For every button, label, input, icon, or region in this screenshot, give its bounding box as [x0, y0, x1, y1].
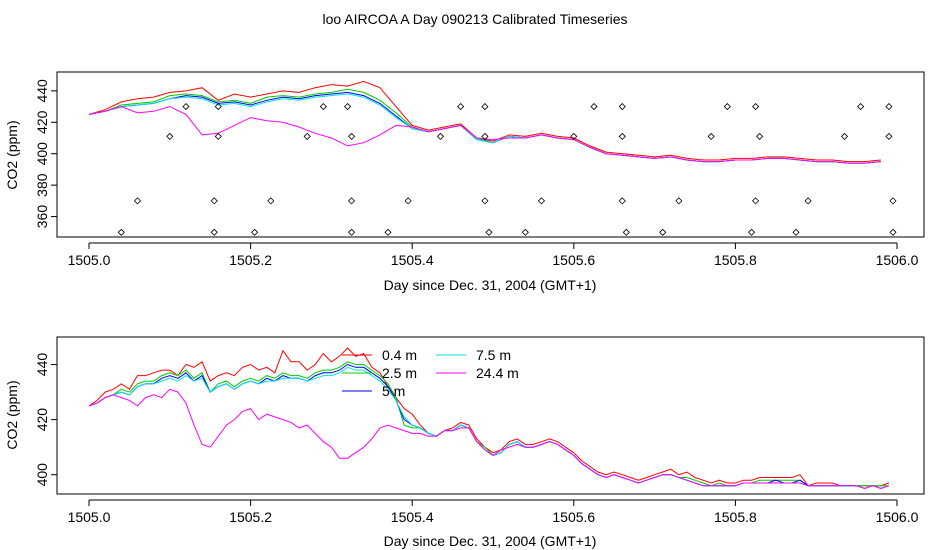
- bot-series-line-4: [88, 366, 890, 490]
- top-flag-point: [210, 228, 218, 236]
- top-flag-point: [792, 228, 800, 236]
- top-flag-point: [182, 103, 190, 111]
- top-x-tick-label: 1505.8: [714, 252, 757, 268]
- top-y-axis-label: CO2 (ppm): [4, 120, 20, 189]
- top-flag-point: [885, 103, 893, 111]
- top-panel: 1505.0 1505.2 1505.4 1505.6 1505.8 1506.0 360 3…: [4, 71, 925, 293]
- top-flag-point: [723, 103, 731, 111]
- bot-x-tick-label: 1505.2: [229, 509, 272, 525]
- top-y-tick-label: 360: [34, 205, 50, 229]
- top-flag-point: [214, 103, 222, 111]
- top-flag-point: [570, 132, 578, 140]
- top-series-lines: [88, 80, 881, 164]
- top-flag-point: [251, 228, 259, 236]
- top-flag-point: [485, 228, 493, 236]
- top-x-tick-label: 1505.4: [391, 252, 434, 268]
- bot-y-tick-label: 400: [34, 463, 50, 487]
- top-flag-point: [707, 132, 715, 140]
- bottom-axes: 1505.0 1505.2 1505.4 1505.6 1505.8 1506.0 400 4…: [34, 353, 919, 525]
- top-flag-point: [210, 197, 218, 205]
- bot-series-line-5: [88, 388, 890, 490]
- bottom-series-lines: [88, 347, 890, 490]
- top-flag-point: [319, 103, 327, 111]
- top-y-tick-label: 400: [34, 142, 50, 166]
- bot-series-line-3: [88, 363, 890, 490]
- top-flag-point: [889, 197, 897, 205]
- top-series-line-3: [88, 91, 881, 164]
- top-flag-point: [756, 132, 764, 140]
- top-flag-point: [117, 228, 125, 236]
- top-series-line-4: [88, 93, 881, 164]
- top-flag-point: [752, 103, 760, 111]
- top-flag-point: [622, 228, 630, 236]
- top-flag-point: [675, 197, 683, 205]
- top-flag-point: [659, 228, 667, 236]
- bot-x-tick-label: 1505.8: [714, 509, 757, 525]
- top-y-tick-label: 380: [34, 173, 50, 197]
- top-series-line-5: [88, 106, 881, 164]
- top-x-tick-label: 1505.0: [68, 252, 111, 268]
- top-flag-point: [618, 132, 626, 140]
- top-y-tick-label: 420: [34, 110, 50, 134]
- top-flag-point: [618, 103, 626, 111]
- top-flag-point: [404, 197, 412, 205]
- top-x-tick-label: 1505.2: [229, 252, 272, 268]
- top-flag-point: [804, 197, 812, 205]
- top-flag-point: [840, 132, 849, 140]
- bot-x-tick-label: 1505.0: [68, 509, 111, 525]
- top-series-line-1: [88, 80, 881, 163]
- legend-label: 7.5 m: [476, 347, 511, 363]
- top-flag-point: [481, 132, 489, 140]
- top-flag-point: [885, 132, 893, 140]
- bottom-panel: 1505.0 1505.2 1505.4 1505.6 1505.8 1506.0 400 4…: [4, 336, 925, 549]
- figure-title: loo AIRCOA A Day 090213 Calibrated Times…: [322, 11, 628, 27]
- top-flag-point: [889, 228, 897, 236]
- top-flag-point: [481, 103, 489, 111]
- top-flag-point: [348, 132, 356, 140]
- bot-x-tick-label: 1505.6: [552, 509, 595, 525]
- legend-label: 2.5 m: [382, 365, 417, 381]
- top-flag-point: [436, 132, 445, 140]
- top-flag-point: [747, 228, 756, 236]
- top-flag-point: [343, 103, 352, 111]
- bot-series-line-1: [88, 347, 890, 487]
- bot-series-line-2: [88, 361, 889, 487]
- top-flag-point: [590, 103, 598, 111]
- bot-x-tick-label: 1505.4: [391, 509, 434, 525]
- top-flag-point: [214, 132, 222, 140]
- legend: 0.4 m 2.5 m 5 m 7.5 m 24.4 m: [342, 347, 519, 399]
- bottom-y-axis-label: CO2 (ppm): [4, 380, 20, 449]
- bot-y-tick-label: 440: [34, 353, 50, 377]
- bottom-x-axis-label: Day since Dec. 31, 2004 (GMT+1): [384, 533, 597, 549]
- top-flag-point: [481, 197, 489, 205]
- top-y-tick-label: 440: [34, 79, 50, 103]
- top-x-tick-label: 1505.6: [552, 252, 595, 268]
- top-flag-point: [618, 197, 626, 205]
- top-flag-point: [267, 197, 275, 205]
- top-flag-point: [752, 197, 760, 205]
- top-x-axis-label: Day since Dec. 31, 2004 (GMT+1): [384, 277, 597, 293]
- top-flag-point: [166, 132, 174, 140]
- top-flag-points: [117, 103, 897, 236]
- top-flag-point: [521, 228, 529, 236]
- top-flag-point: [457, 103, 465, 111]
- top-flag-point: [384, 228, 392, 236]
- top-axes: 1505.0 1505.2 1505.4 1505.6 1505.8 1506.0 360 3…: [34, 79, 919, 268]
- top-x-tick-label: 1506.0: [876, 252, 919, 268]
- bot-x-tick-label: 1506.0: [876, 509, 919, 525]
- legend-label: 24.4 m: [476, 365, 519, 381]
- top-flag-point: [857, 103, 865, 111]
- top-flag-point: [348, 228, 356, 236]
- bot-y-tick-label: 420: [34, 408, 50, 432]
- top-flag-point: [348, 197, 356, 205]
- legend-label: 0.4 m: [382, 347, 417, 363]
- top-flag-point: [133, 197, 142, 205]
- top-flag-point: [537, 197, 546, 205]
- top-flag-point: [303, 132, 311, 140]
- legend-label: 5 m: [382, 383, 405, 399]
